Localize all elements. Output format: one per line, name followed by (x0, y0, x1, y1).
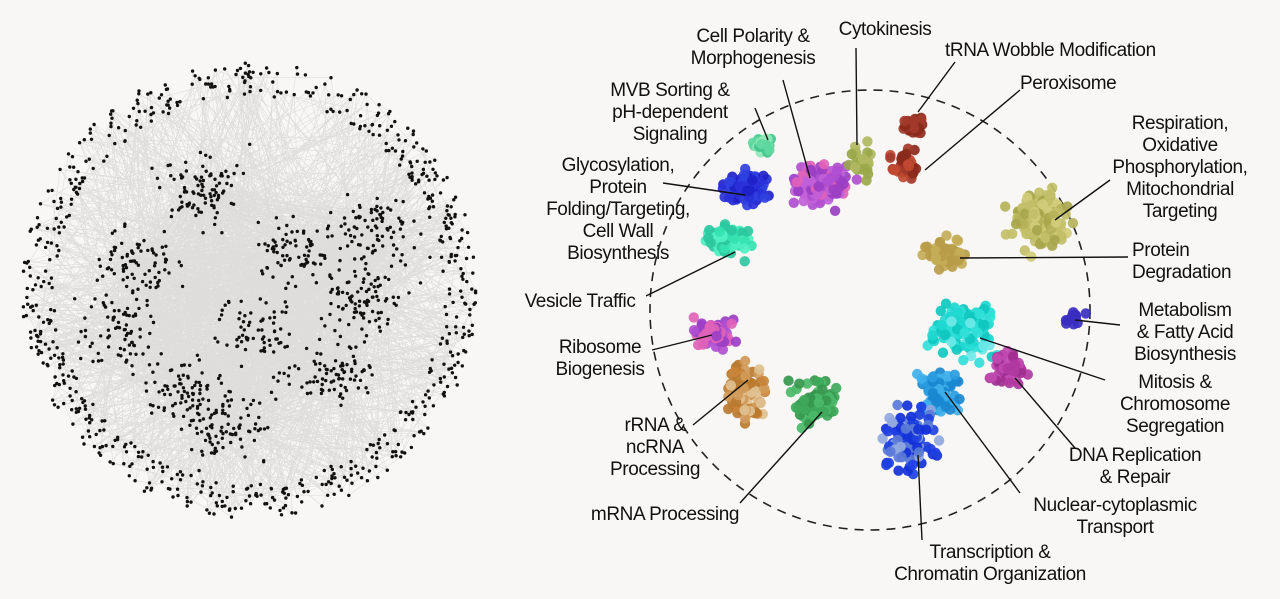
label-line: Biogenesis (556, 359, 645, 380)
label-line: Glycosylation, (562, 155, 675, 176)
label-metabolism: Metabolism & Fatty Acid Biosynthesis (1134, 300, 1236, 365)
cluster-metabolism (1060, 307, 1092, 330)
label-line: Ribosome (559, 337, 641, 358)
leader-nuclear-transport (944, 391, 1021, 494)
leader-rrna (692, 379, 749, 426)
unclustered-network (21, 61, 478, 519)
label-line: & Fatty Acid (1137, 322, 1234, 343)
label-cell-polarity: Cell Polarity & Morphogenesis (691, 26, 816, 69)
cluster-protein-degradation (917, 230, 970, 275)
label-line: Protein (589, 177, 646, 198)
label-mvb-sorting: MVB Sorting & pH-dependent Signaling (610, 80, 730, 145)
leader-respiration (1054, 179, 1111, 221)
cluster-dna-replication (984, 345, 1033, 390)
label-line: Cytokinesis (839, 19, 932, 40)
cluster-mrna (783, 375, 842, 434)
label-line: Biosynthesis (567, 243, 669, 264)
label-dna-replication: DNA Replication & Repair (1069, 445, 1201, 488)
cluster-mvb-sorting (747, 133, 776, 158)
cluster-rrna (723, 355, 771, 429)
leader-protein-degradation (959, 256, 1129, 259)
label-line: Degradation (1132, 262, 1231, 283)
clustered-network: Cell Polarity & Morphogenesis Cytokinesis t… (525, 19, 1248, 585)
boundary-circle (649, 89, 1091, 531)
label-line: Mitochondrial (1126, 179, 1234, 200)
leader-peroxisome (924, 89, 1021, 171)
label-line: Respiration, (1132, 113, 1229, 134)
cluster-vesicle-traffic (700, 219, 757, 267)
label-line: Metabolism (1138, 300, 1231, 321)
label-line: Vesicle Traffic (525, 291, 636, 312)
edge-bundle (23, 63, 476, 518)
cluster-mitosis (922, 298, 1003, 368)
cluster-respiration (1000, 182, 1079, 262)
label-line: Cell Wall (583, 221, 654, 242)
leader-trna-wobble (917, 61, 956, 113)
leader-ribosome (651, 334, 713, 351)
label-line: Signaling (633, 124, 708, 145)
label-line: Segregation (1126, 416, 1224, 437)
label-nuclear-transport: Nuclear-cytoplasmic Transport (1033, 495, 1196, 538)
label-trna-wobble: tRNA Wobble Modification (945, 40, 1156, 61)
label-line: Folding/Targeting, (546, 199, 690, 220)
leader-vesicle-traffic (645, 251, 736, 297)
label-line: DNA Replication (1069, 445, 1201, 466)
label-line: Chromosome (1120, 394, 1230, 415)
label-line: Biosynthesis (1134, 344, 1236, 365)
cluster-trna-wobble (898, 112, 928, 139)
label-line: Chromatin Organization (894, 564, 1086, 585)
cluster-transcription (877, 399, 945, 480)
label-line: Oxidative (1142, 135, 1218, 156)
label-line: Mitosis & (1138, 372, 1212, 393)
label-cytokinesis: Cytokinesis (839, 19, 932, 40)
label-line: ncRNA (626, 437, 685, 458)
label-protein-degradation: Protein Degradation (1132, 240, 1231, 283)
label-line: mRNA Processing (591, 504, 739, 525)
cluster-labels: Cell Polarity & Morphogenesis Cytokinesis t… (525, 19, 1248, 585)
label-line: Processing (610, 459, 700, 480)
label-transcription: Transcription & Chromatin Organization (894, 542, 1086, 585)
leader-mvb-sorting (754, 107, 769, 141)
label-line: Transcription & (929, 542, 1051, 563)
cluster-cytokinesis (843, 136, 876, 186)
label-vesicle-traffic: Vesicle Traffic (525, 291, 636, 312)
cluster-dots (688, 112, 1092, 480)
leader-transcription (917, 454, 923, 541)
label-line: MVB Sorting & (610, 80, 730, 101)
label-line: Cell Polarity & (696, 26, 810, 47)
cluster-ribosome (688, 312, 742, 355)
leader-mrna (739, 411, 823, 504)
label-line: Protein (1132, 240, 1189, 261)
label-line: pH-dependent (612, 102, 729, 123)
leader-metabolism (1074, 319, 1121, 326)
leader-lines (645, 47, 1129, 541)
label-line: rRNA & (625, 415, 687, 436)
label-line: Transport (1076, 517, 1154, 538)
cluster-glycosylation (717, 163, 774, 211)
label-rrna: rRNA & ncRNA Processing (610, 415, 700, 480)
label-line: tRNA Wobble Modification (945, 40, 1156, 61)
cluster-peroxisome (885, 143, 922, 184)
leader-cell-polarity (782, 79, 811, 179)
label-peroxisome: Peroxisome (1020, 73, 1116, 94)
leader-dna-replication (1014, 377, 1076, 449)
label-line: Targeting (1143, 201, 1218, 222)
label-line: & Repair (1100, 467, 1172, 488)
leader-glycosylation (662, 182, 746, 196)
label-ribosome: Ribosome Biogenesis (556, 337, 645, 380)
label-glycosylation: Glycosylation, Protein Folding/Targeting, C… (546, 155, 690, 264)
label-respiration: Respiration, Oxidative Phosphorylation, Mit… (1112, 113, 1247, 222)
leader-cytokinesis (855, 47, 858, 146)
label-mitosis: Mitosis & Chromosome Segregation (1120, 372, 1230, 437)
label-line: Peroxisome (1020, 73, 1116, 94)
label-line: Morphogenesis (691, 48, 816, 69)
label-line: Nuclear-cytoplasmic (1033, 495, 1196, 516)
cluster-nuclear-transport (912, 367, 965, 417)
label-line: Phosphorylation, (1112, 157, 1247, 178)
leader-mitosis (979, 337, 1106, 381)
label-mrna: mRNA Processing (591, 504, 739, 525)
network-edges (23, 63, 476, 518)
